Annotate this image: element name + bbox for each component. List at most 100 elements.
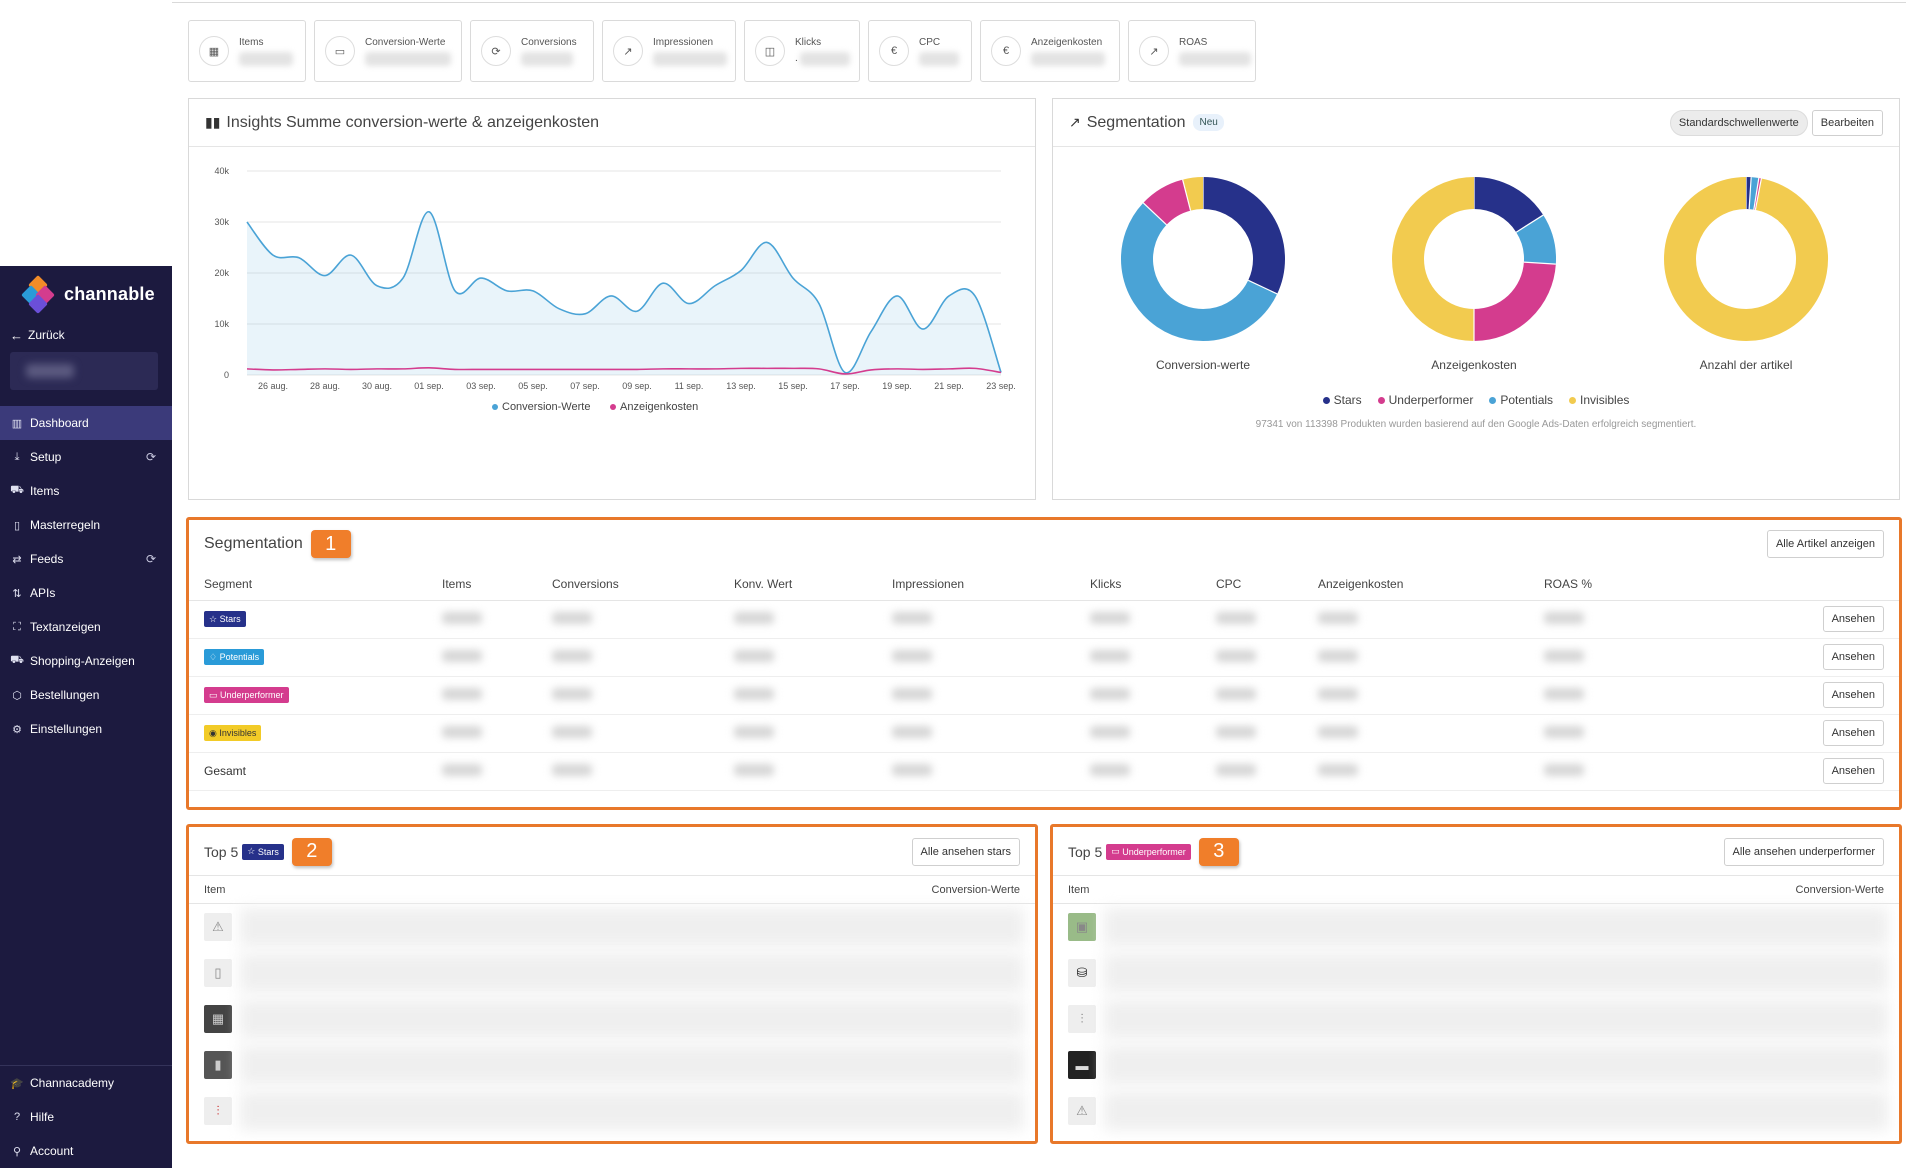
sidebar-item-bestellungen[interactable]: ⬡ Bestellungen: [0, 678, 172, 712]
data-point: [740, 367, 743, 370]
view-all-stars-button[interactable]: Alle ansehen stars: [911, 837, 1020, 866]
underperformer-tag: ▭ Underperformer: [204, 687, 289, 704]
view-button[interactable]: Ansehen: [1822, 758, 1884, 784]
list-item[interactable]: ▮: [188, 1042, 1036, 1088]
insights-line-chart: 0 10k 20k 30k 40k 26 aug. 28 aug. 30 aug. 01 sep…: [214, 166, 1016, 413]
kpi-value: [919, 51, 959, 66]
sidebar-item-items[interactable]: ⛟ Items: [10, 484, 60, 498]
donut-label: Anzeigenkosten: [1431, 358, 1516, 372]
sidebar-item-textanzeigen[interactable]: ⛶ Textanzeigen: [0, 610, 172, 644]
table-row: Gesamt Ansehen: [188, 752, 1900, 791]
kpi-roas[interactable]: ↗ ROAS: [1128, 20, 1256, 82]
legend-item: Invisibles: [1569, 393, 1629, 407]
x-tick-label: 23 sep.: [986, 381, 1016, 391]
sidebar-item-setup[interactable]: ⤓ Setup ⟳: [0, 440, 172, 474]
brackets-icon: ⛶: [13, 620, 21, 633]
back-link[interactable]: ← Zurück: [0, 324, 172, 346]
logo[interactable]: channable: [0, 266, 172, 322]
slice-separator: [1754, 178, 1762, 210]
donut-slice: [1473, 177, 1544, 233]
y-tick-label: 40k: [214, 166, 229, 176]
data-point: [792, 277, 795, 280]
academy-icon: 🎓: [10, 1077, 24, 1090]
data-point: [350, 368, 353, 371]
bar-chart-icon: ▮▮: [205, 114, 221, 130]
calendar-icon: ▦: [199, 36, 229, 66]
kpi-anzeigenkosten[interactable]: € Anzeigenkosten: [980, 20, 1120, 82]
donut-label: Conversion-werte: [1156, 358, 1250, 372]
view-button[interactable]: Ansehen: [1822, 606, 1884, 632]
sidebar-item-channacademy[interactable]: 🎓 Channacademy: [10, 1076, 115, 1090]
back-label: Zurück: [28, 328, 65, 342]
view-button[interactable]: Ansehen: [1822, 682, 1884, 708]
view-button[interactable]: Ansehen: [1822, 644, 1884, 670]
data-point: [818, 367, 821, 370]
kpi-klicks[interactable]: ◫ Klicks.: [744, 20, 860, 82]
kpi-impressionen[interactable]: ↗ Impressionen: [602, 20, 736, 82]
slice-separator: [1523, 261, 1556, 265]
data-point: [974, 367, 977, 370]
help-icon: ?: [13, 1111, 21, 1123]
list-item[interactable]: ⫶: [1052, 996, 1900, 1042]
product-thumbnail: ▦: [204, 1005, 232, 1033]
data-point: [246, 367, 249, 370]
star-icon: ☆: [209, 613, 218, 624]
default-thresholds-button[interactable]: Standardschwellenwerte: [1669, 109, 1808, 136]
legend-item: Stars: [1322, 393, 1362, 407]
data-point: [922, 368, 925, 371]
data-point: [922, 328, 925, 331]
x-tick-label: 17 sep.: [830, 381, 860, 391]
edit-button[interactable]: Bearbeiten: [1811, 109, 1883, 136]
list-item[interactable]: ▦: [188, 996, 1036, 1042]
list-item[interactable]: ▯: [188, 950, 1036, 996]
kpi-value: [239, 51, 293, 66]
sidebar-item-hilfe[interactable]: ? Hilfe: [0, 1100, 172, 1134]
col-conversions: Conversions: [536, 568, 718, 601]
project-selector[interactable]: [10, 352, 158, 390]
data-point: [636, 310, 639, 313]
list-item[interactable]: ⛁: [1052, 950, 1900, 996]
view-all-underperformer-button[interactable]: Alle ansehen underperformer: [1723, 837, 1884, 866]
cart-icon: ⛟: [10, 484, 24, 496]
sidebar-item-feeds[interactable]: ⇄ Feeds ⟳: [0, 542, 172, 576]
kpi-cpc[interactable]: € CPC: [868, 20, 972, 82]
data-point: [610, 368, 613, 371]
data-point: [298, 256, 301, 259]
list-item[interactable]: ⫶: [188, 1088, 1036, 1134]
segmentation-table-card: Segmentation 1 Alle Artikel anzeigen Segm…: [188, 520, 1900, 808]
data-point: [480, 277, 483, 280]
data-point: [948, 367, 951, 370]
list-item[interactable]: ▬: [1052, 1042, 1900, 1088]
product-thumbnail: ▮: [204, 1051, 232, 1079]
sidebar-item-einstellungen[interactable]: ⚙ Einstellungen: [0, 712, 172, 746]
sidebar-item-dashboard[interactable]: ▥ Dashboard: [0, 406, 172, 440]
list-item[interactable]: ▣: [1052, 904, 1900, 950]
sidebar-item-account[interactable]: ⚲ Account: [0, 1134, 172, 1168]
kpi-conversions[interactable]: ⟳ Conversions: [470, 20, 594, 82]
donut-slice: [1121, 202, 1278, 341]
data-point: [324, 367, 327, 370]
total-label: Gesamt: [188, 752, 426, 791]
kpi-conversion-werte[interactable]: ▭ Conversion-Werte: [314, 20, 462, 82]
series-line: [246, 210, 1002, 374]
list-item[interactable]: ⚠: [188, 904, 1036, 950]
data-point: [428, 210, 431, 213]
sidebar-item-shopping-anzeigen[interactable]: ⛟ Shopping-Anzeigen: [10, 654, 135, 668]
view-button[interactable]: Ansehen: [1822, 720, 1884, 746]
data-point: [870, 369, 873, 372]
donut-slice: [1143, 179, 1192, 226]
x-tick-label: 21 sep.: [934, 381, 964, 391]
segmentation-table-title: Segmentation: [204, 535, 303, 552]
data-point: [558, 368, 561, 371]
insights-card: ▮▮ Insights Summe conversion-werte & anze…: [188, 98, 1036, 500]
show-all-items-button[interactable]: Alle Artikel anzeigen: [1766, 530, 1884, 558]
segmentation-title: Segmentation: [1086, 113, 1186, 131]
list-item[interactable]: ⚠: [1052, 1088, 1900, 1134]
kpi-items[interactable]: ▦ Items: [188, 20, 306, 82]
gear-icon: ⚙: [12, 723, 22, 736]
sidebar-item-apis[interactable]: ⇅ APIs: [0, 576, 172, 610]
x-tick-label: 15 sep.: [778, 381, 808, 391]
donut-slice: [1748, 177, 1759, 210]
sidebar-item-masterregeln[interactable]: ▯ Masterregeln: [0, 508, 172, 542]
slice-separator: [1515, 214, 1544, 233]
